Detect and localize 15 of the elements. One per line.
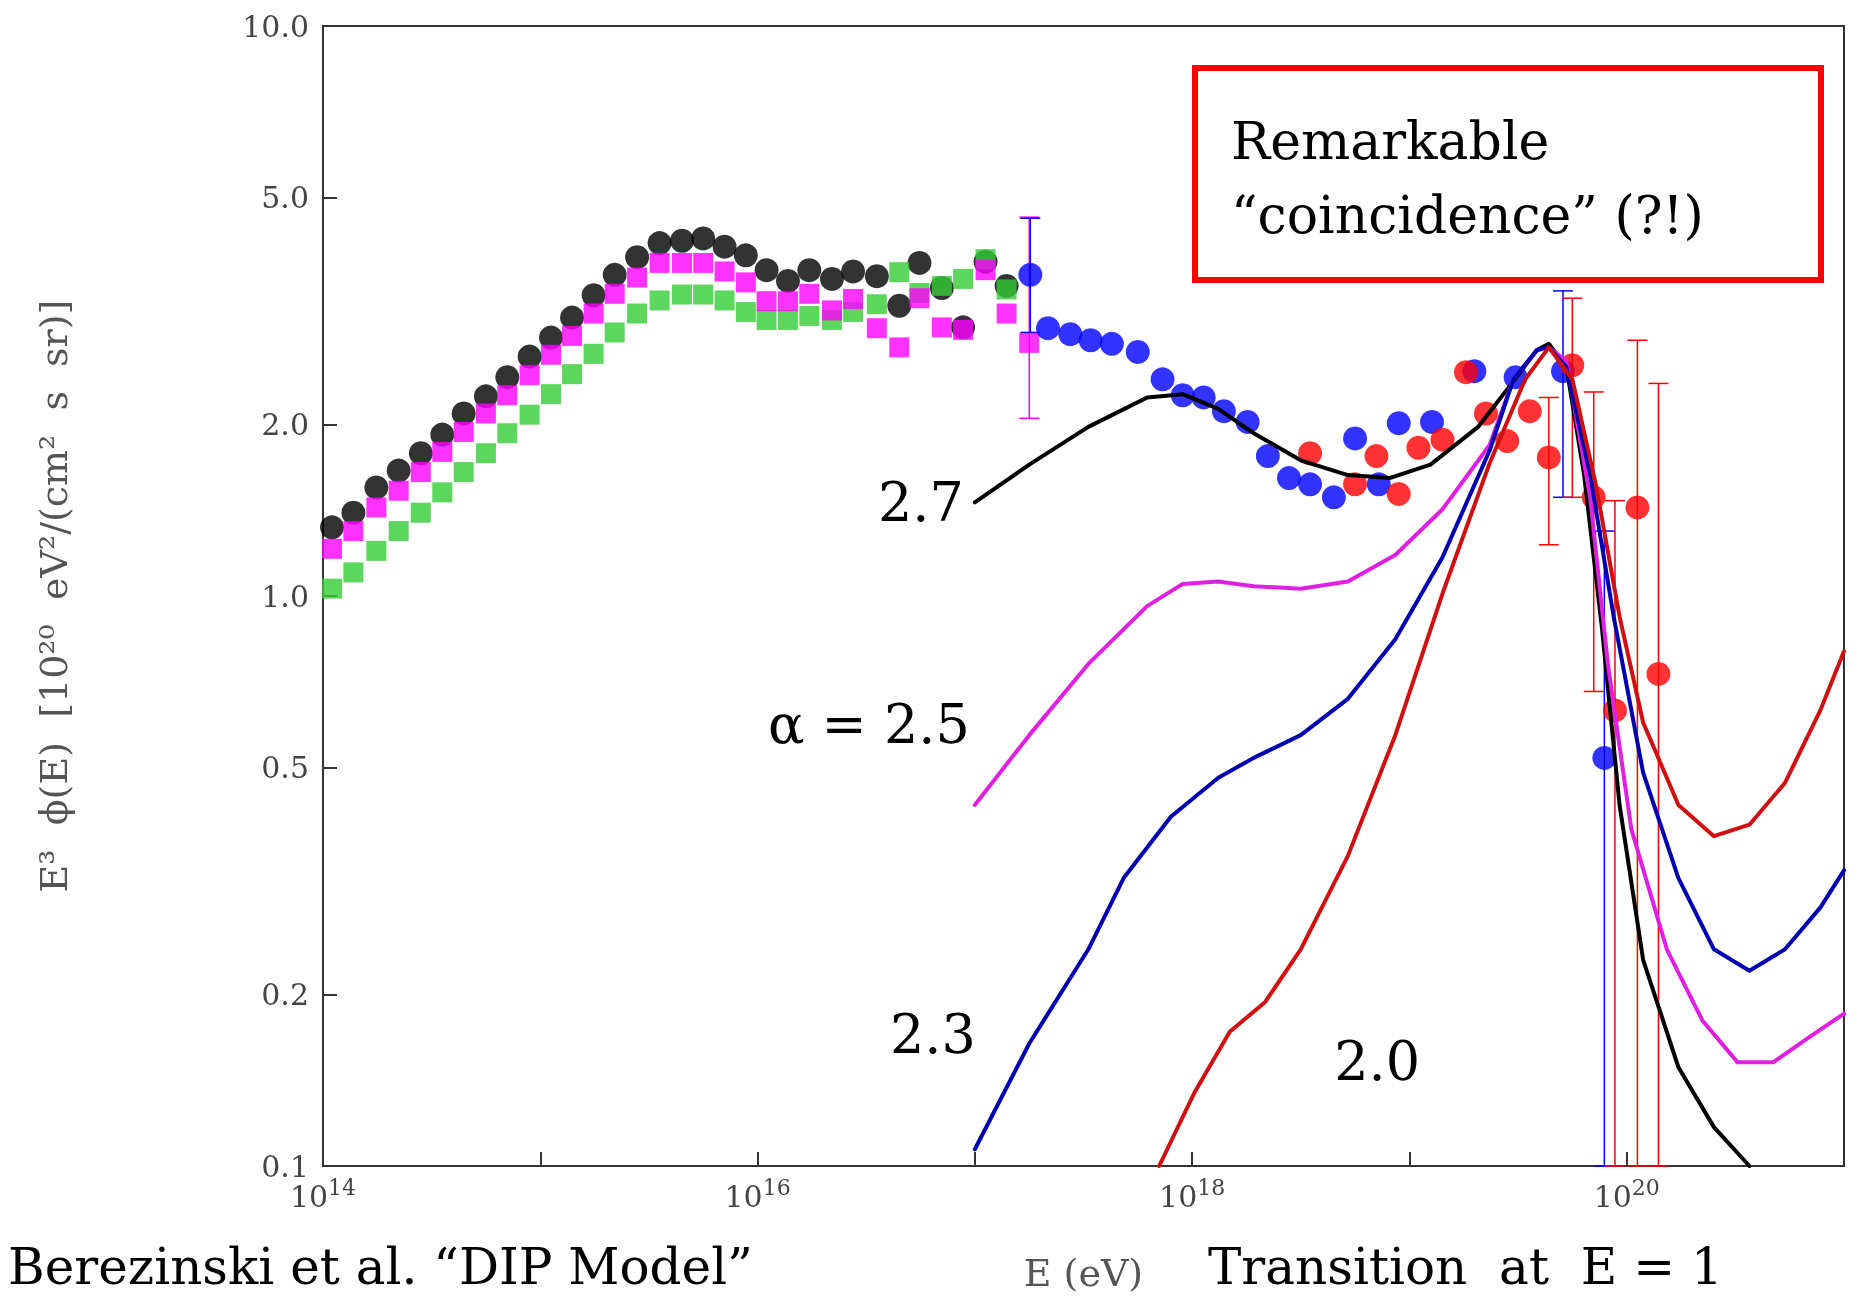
annotation: Remarkable “coincidence” (?!) [1231,111,1704,245]
y-tick-label: 0.5 [261,750,309,786]
y-tick-label: 5.0 [261,180,309,216]
y-tick-label: 10.0 [242,8,309,44]
y-tick-label: 0.2 [261,976,309,1012]
text: Berezinski et al. “DIP Model” [8,1238,753,1296]
series-label: 2.3 [889,1002,976,1066]
series-label: 2.7 [877,470,964,534]
text: Transition at E = 1 [1208,1238,1723,1296]
y-tick-label: 2.0 [261,406,309,442]
y-tick-label: 1.0 [261,578,309,614]
series-label: 2.0 [1334,1029,1421,1093]
x-axis-title: E (eV) [1023,1251,1144,1295]
y-axis-title: E³ ϕ(E) [10²⁰ eV²/(cm² s sr)] [32,299,76,893]
series-label: α = 2.5 [767,693,970,757]
